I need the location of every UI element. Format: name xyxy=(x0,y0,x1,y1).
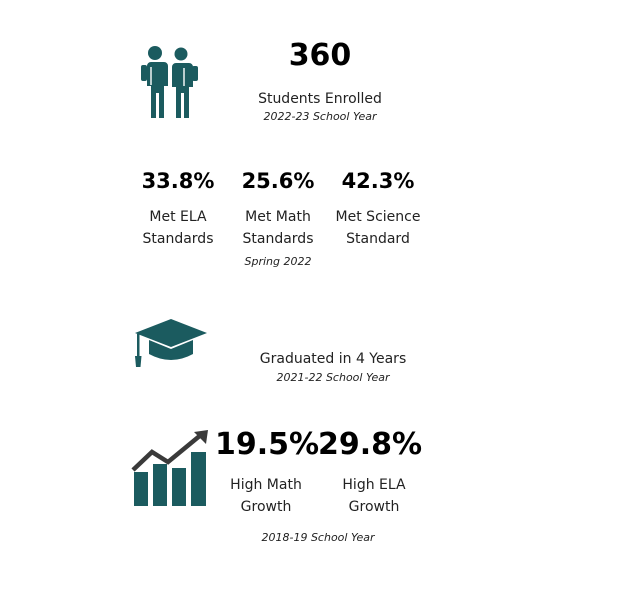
students-icon xyxy=(138,45,200,119)
graduation-note: 2021-22 School Year xyxy=(276,371,390,384)
math-growth-label-line1: High Math xyxy=(230,477,302,493)
math-standards-label-line1: Met Math xyxy=(245,209,311,225)
math-standards-value: 25.6% xyxy=(241,169,315,193)
ela-growth-label-line1: High ELA xyxy=(342,477,406,493)
growth-chart-icon xyxy=(130,428,210,508)
enrollment-value: 360 xyxy=(288,38,352,73)
standards-note: Spring 2022 xyxy=(244,255,312,268)
science-standards-label: Met Science Standard xyxy=(318,206,438,250)
ela-standards-label: Met ELA Standards xyxy=(118,206,238,250)
ela-standards-value: 33.8% xyxy=(141,169,215,193)
math-growth-label-line2: Growth xyxy=(240,499,292,515)
graduation-label: Graduated in 4 Years xyxy=(259,351,407,367)
math-standards-label-line2: Standards xyxy=(242,231,314,247)
ela-growth-label: High ELA Growth xyxy=(314,474,434,518)
science-standards-value: 42.3% xyxy=(341,169,415,193)
science-standards-label-line1: Met Science xyxy=(335,209,421,225)
ela-growth-value: 29.8% xyxy=(317,427,423,462)
math-standards-label: Met Math Standards xyxy=(218,206,338,250)
growth-note: 2018-19 School Year xyxy=(261,531,375,544)
graduation-cap-icon xyxy=(132,316,210,370)
enrollment-note: 2022-23 School Year xyxy=(263,110,377,123)
math-growth-label: High Math Growth xyxy=(206,474,326,518)
enrollment-label: Students Enrolled xyxy=(258,91,382,107)
science-standards-label-line2: Standard xyxy=(346,231,410,247)
ela-standards-label-line2: Standards xyxy=(142,231,214,247)
ela-standards-label-line1: Met ELA xyxy=(149,209,207,225)
math-growth-value: 19.5% xyxy=(214,427,320,462)
ela-growth-label-line2: Growth xyxy=(348,499,400,515)
